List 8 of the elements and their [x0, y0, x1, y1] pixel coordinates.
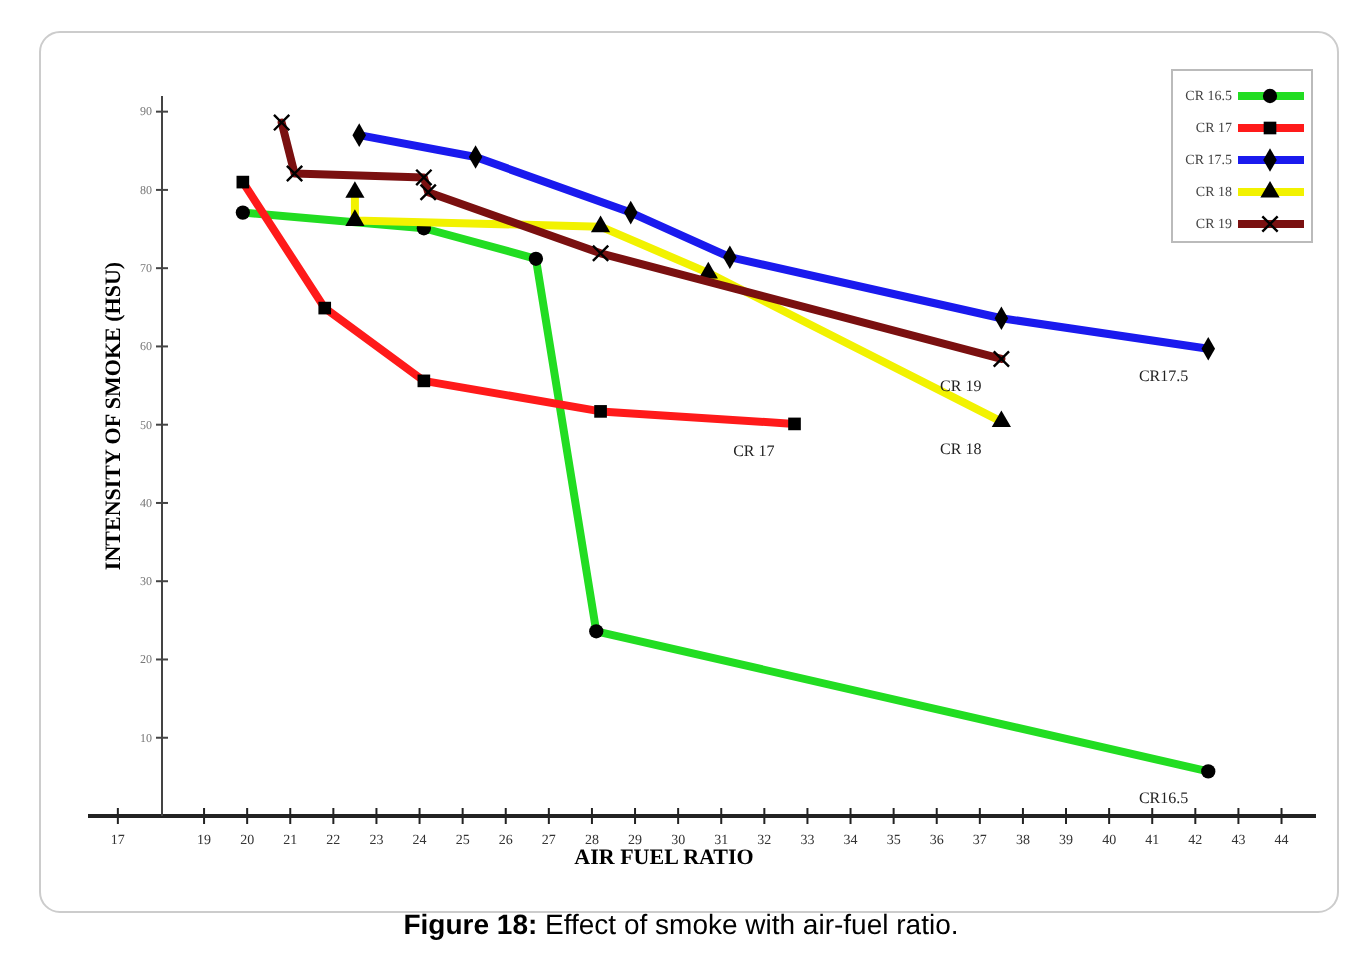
x-axis-title: AIR FUEL RATIO: [574, 846, 755, 870]
annotation: CR17.5: [1138, 366, 1189, 385]
text: Figure 18: Effect of smoke with air-fuel ratio.: [403, 908, 959, 940]
annotation: CR 18: [940, 439, 982, 458]
annotation: CR 17: [733, 441, 775, 460]
y-axis-title: INTENSITY OF SMOKE (HSU): [102, 261, 126, 571]
annotation: CR16.5: [1138, 789, 1189, 808]
annotation: CR 19: [940, 376, 982, 395]
